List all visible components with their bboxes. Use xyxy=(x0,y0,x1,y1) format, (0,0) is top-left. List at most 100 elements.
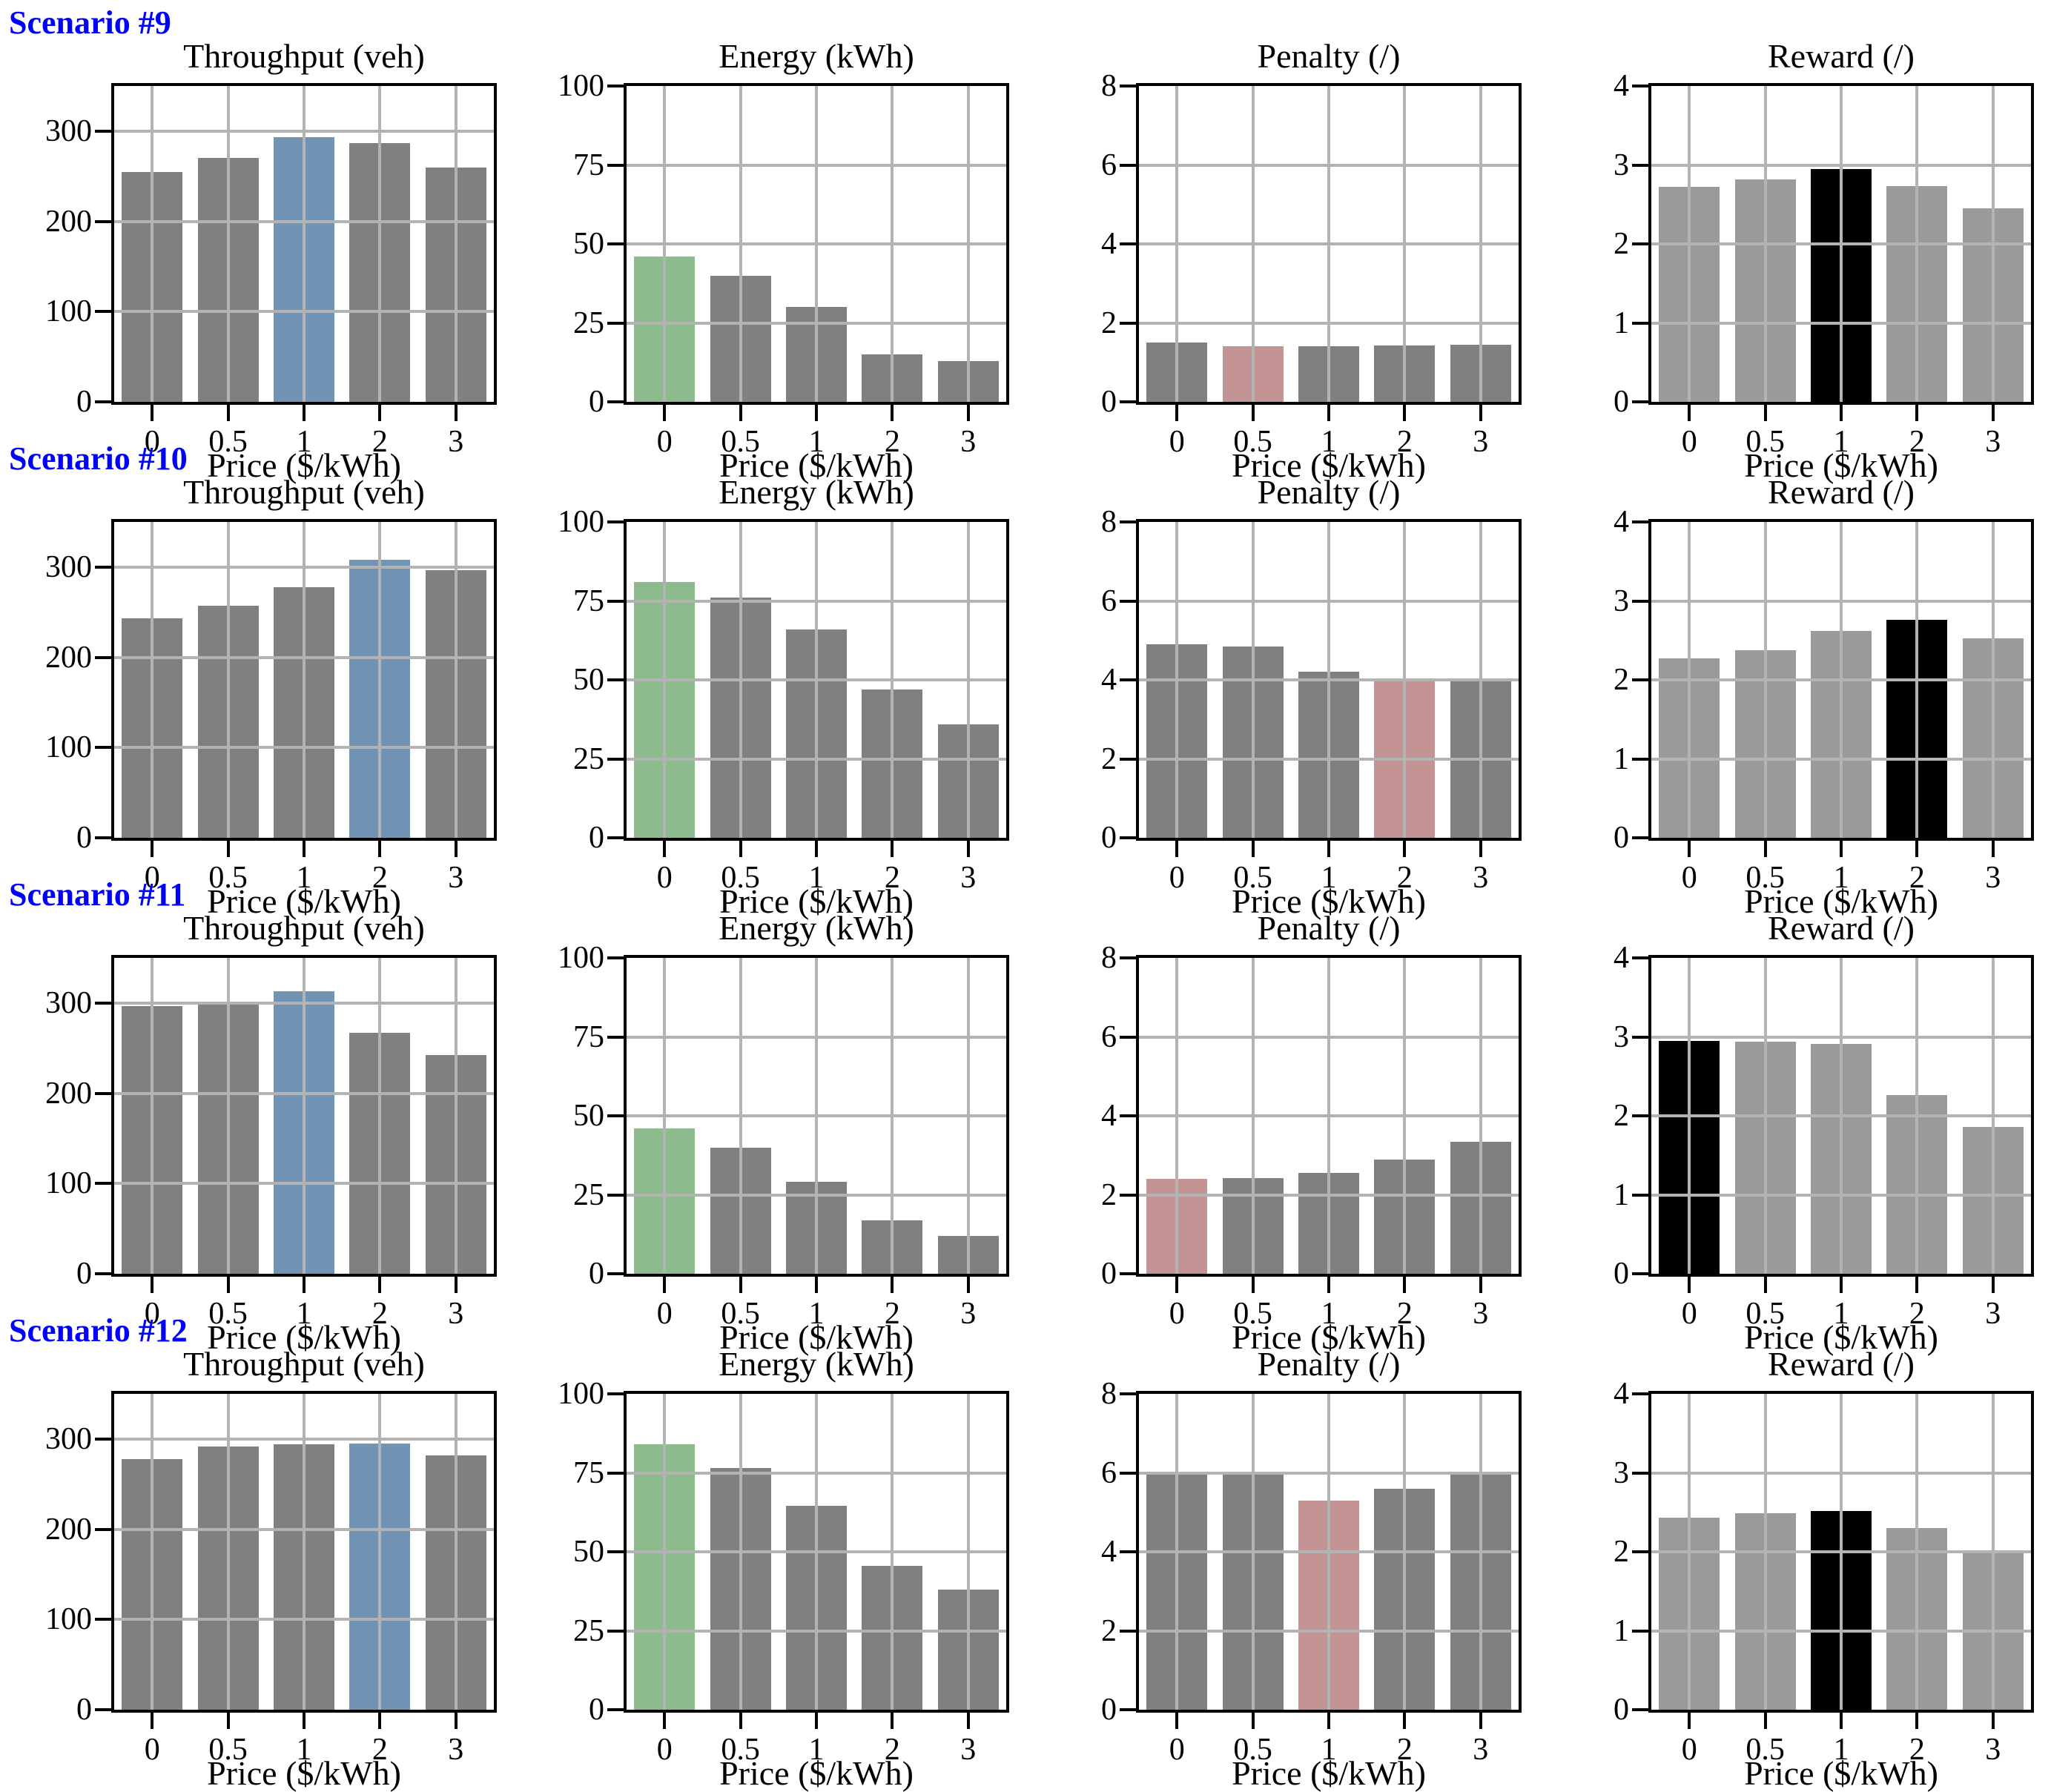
charts-row: Throughput (veh) 0 100 200 300 0 0.5 1 2 3 Price (… xyxy=(0,0,2051,483)
x-tick-mark xyxy=(1403,841,1407,857)
horizontal-gridline xyxy=(627,1550,1006,1553)
x-tick-mark xyxy=(739,1713,742,1729)
x-tick-label: 1 xyxy=(1321,1297,1337,1331)
y-tick-label: 100 xyxy=(45,294,92,329)
x-tick-label: 1 xyxy=(1833,861,1849,895)
horizontal-gridline xyxy=(1139,1471,1519,1475)
y-tick-label: 300 xyxy=(45,985,92,1020)
x-tick-mark xyxy=(966,841,970,857)
chart-reward: Reward (/) 0 1 2 3 4 0 0.5 1 2 3 Price ($/kWh) xyxy=(1537,0,2050,483)
x-tick-mark xyxy=(1251,841,1255,857)
y-tick-label: 3 xyxy=(1614,1019,1629,1054)
y-tick-mark xyxy=(1120,1114,1136,1117)
x-tick-mark xyxy=(226,1277,230,1293)
x-tick-label: 0 xyxy=(1169,1297,1185,1331)
y-tick-label: 2 xyxy=(1101,305,1117,340)
charts-row: Throughput (veh) 0 100 200 300 0 0.5 1 2 3 Price (… xyxy=(0,1308,2051,1791)
x-tick-mark xyxy=(966,1277,970,1293)
horizontal-gridline xyxy=(1139,242,1519,245)
y-tick-mark xyxy=(1120,599,1136,603)
y-tick-label: 4 xyxy=(1101,1099,1117,1133)
x-tick-label: 2 xyxy=(884,861,900,895)
horizontal-gridline xyxy=(114,219,494,223)
chart-reward: Reward (/) 0 1 2 3 4 0 0.5 1 2 3 Price ($/kWh) xyxy=(1537,872,2050,1355)
x-tick-label: 0 xyxy=(656,1297,673,1331)
y-tick-label: 100 xyxy=(558,69,604,103)
y-tick-mark xyxy=(607,1471,624,1475)
y-tick-mark xyxy=(1120,1272,1136,1275)
x-tick-label: 3 xyxy=(448,425,464,459)
x-tick-label: 0 xyxy=(656,425,673,459)
plot-canvas xyxy=(114,86,494,402)
x-tick-label: 2 xyxy=(371,861,388,895)
y-tick-mark xyxy=(607,400,624,403)
y-tick-mark xyxy=(607,321,624,325)
y-tick-label: 300 xyxy=(45,113,92,148)
horizontal-gridline xyxy=(1139,757,1519,761)
y-tick-label: 0 xyxy=(589,1693,604,1727)
horizontal-gridline xyxy=(1139,1629,1519,1633)
x-tick-mark xyxy=(739,1277,742,1293)
horizontal-gridline xyxy=(1139,1114,1519,1117)
x-tick-mark xyxy=(1479,841,1482,857)
y-tick-label: 200 xyxy=(45,640,92,675)
x-tick-mark xyxy=(226,405,230,421)
x-tick-label: 2 xyxy=(1909,861,1925,895)
y-tick-mark xyxy=(95,746,111,750)
y-tick-mark xyxy=(1120,956,1136,959)
vertical-gridline xyxy=(303,1394,305,1710)
x-tick-label: 3 xyxy=(1985,425,2001,459)
x-axis-label: Price ($/kWh) xyxy=(1744,1754,1938,1792)
plot-canvas xyxy=(627,958,1006,1274)
plot-area xyxy=(1648,1391,2034,1713)
x-tick-label: 1 xyxy=(1321,861,1337,895)
horizontal-gridline xyxy=(114,1437,494,1441)
y-tick-label: 75 xyxy=(573,148,604,182)
y-tick-mark xyxy=(1632,321,1648,325)
plot-canvas xyxy=(1651,86,2031,402)
y-tick-label: 0 xyxy=(1101,385,1117,419)
y-tick-label: 200 xyxy=(45,1076,92,1111)
horizontal-gridline xyxy=(114,565,494,569)
y-tick-label: 1 xyxy=(1614,305,1629,340)
y-tick-mark xyxy=(95,129,111,133)
x-tick-mark xyxy=(226,841,230,857)
x-tick-mark xyxy=(378,1713,382,1729)
vertical-gridline xyxy=(378,1394,382,1710)
y-tick-mark xyxy=(95,1272,111,1275)
vertical-gridline xyxy=(226,958,230,1274)
chart-throughput-veh: Throughput (veh) 0 100 200 300 0 0.5 1 2 3 Price (… xyxy=(0,0,512,483)
x-tick-mark xyxy=(378,405,382,421)
x-tick-label: 2 xyxy=(1396,1297,1413,1331)
chart-penalty: Penalty (/) 0 2 4 6 8 0 0.5 1 2 3 Price ($/kWh) xyxy=(1025,1308,1537,1791)
y-tick-label: 1 xyxy=(1614,1177,1629,1212)
x-tick-label: 0.5 xyxy=(1746,425,1785,459)
scenario-row: Throughput (veh) 0 100 200 300 0 0.5 1 2 3 Price (… xyxy=(0,1308,2051,1791)
vertical-gridline xyxy=(454,86,458,402)
plot-area xyxy=(111,1391,497,1713)
y-tick-mark xyxy=(95,836,111,839)
y-tick-mark xyxy=(607,757,624,761)
horizontal-gridline xyxy=(627,599,1006,603)
y-tick-label: 50 xyxy=(573,227,604,261)
x-tick-mark xyxy=(1403,1713,1407,1729)
plot-area xyxy=(624,519,1009,841)
x-tick-mark xyxy=(1763,1277,1767,1293)
x-tick-mark xyxy=(1479,1277,1482,1293)
y-tick-label: 300 xyxy=(45,549,92,584)
horizontal-gridline xyxy=(627,1629,1006,1633)
x-tick-mark xyxy=(151,1713,154,1729)
x-tick-mark xyxy=(891,1713,894,1729)
x-tick-mark xyxy=(663,405,667,421)
horizontal-gridline xyxy=(627,242,1006,245)
y-tick-label: 4 xyxy=(1614,1377,1629,1411)
y-tick-label: 75 xyxy=(573,1455,604,1490)
chart-reward: Reward (/) 0 1 2 3 4 0 0.5 1 2 3 Price ($/kWh) xyxy=(1537,436,2050,919)
y-tick-mark xyxy=(95,1091,111,1095)
y-tick-label: 4 xyxy=(1614,941,1629,975)
horizontal-gridline xyxy=(1139,163,1519,167)
plot-canvas xyxy=(1651,958,2031,1274)
horizontal-gridline xyxy=(1651,1035,2031,1039)
x-tick-mark xyxy=(1840,841,1843,857)
x-tick-label: 1 xyxy=(1321,425,1337,459)
